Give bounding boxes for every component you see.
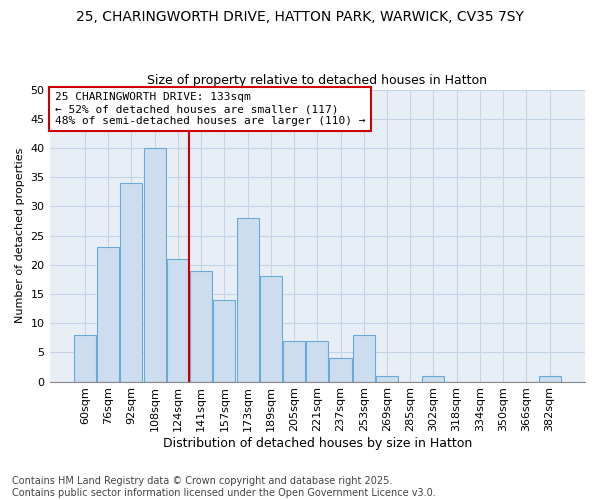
Bar <box>329 358 352 382</box>
Bar <box>422 376 445 382</box>
X-axis label: Distribution of detached houses by size in Hatton: Distribution of detached houses by size … <box>163 437 472 450</box>
Bar <box>97 248 119 382</box>
Text: 25, CHARINGWORTH DRIVE, HATTON PARK, WARWICK, CV35 7SY: 25, CHARINGWORTH DRIVE, HATTON PARK, WAR… <box>76 10 524 24</box>
Bar <box>236 218 259 382</box>
Bar <box>260 276 282 382</box>
Bar <box>353 335 375 382</box>
Text: 25 CHARINGWORTH DRIVE: 133sqm
← 52% of detached houses are smaller (117)
48% of : 25 CHARINGWORTH DRIVE: 133sqm ← 52% of d… <box>55 92 365 126</box>
Bar <box>167 259 189 382</box>
Bar <box>190 270 212 382</box>
Bar <box>143 148 166 382</box>
Bar <box>121 183 142 382</box>
Bar <box>74 335 96 382</box>
Bar <box>283 340 305 382</box>
Title: Size of property relative to detached houses in Hatton: Size of property relative to detached ho… <box>147 74 487 87</box>
Bar <box>539 376 560 382</box>
Y-axis label: Number of detached properties: Number of detached properties <box>15 148 25 324</box>
Text: Contains HM Land Registry data © Crown copyright and database right 2025.
Contai: Contains HM Land Registry data © Crown c… <box>12 476 436 498</box>
Bar <box>376 376 398 382</box>
Bar <box>306 340 328 382</box>
Bar <box>213 300 235 382</box>
